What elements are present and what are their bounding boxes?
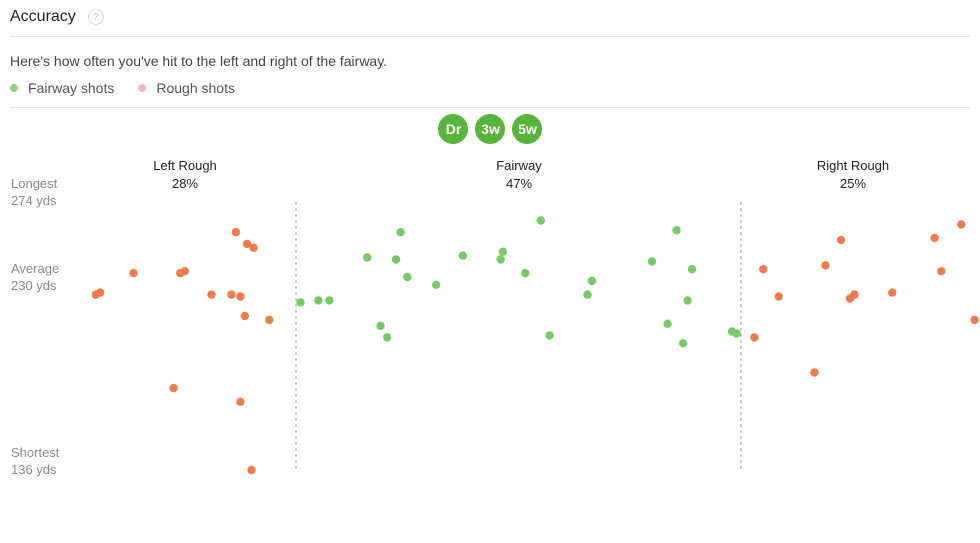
fairway-shot-point (672, 226, 681, 235)
fairway-shot-point (663, 319, 672, 328)
rough-shot-point (750, 333, 759, 342)
club-button-3-wood[interactable]: 3w (475, 114, 505, 144)
fairway-shot-point (521, 268, 530, 278)
zone-percent-right-rough: 25% (840, 176, 866, 191)
y-label-shortest-title: Shortest (11, 445, 60, 460)
rough-shot-point (850, 290, 859, 299)
fairway-shot-point (687, 265, 697, 274)
fairway-shot-point (498, 247, 508, 256)
rough-shot-point (240, 311, 249, 321)
rough-shot-point (236, 292, 245, 301)
club-button-driver[interactable]: Dr (438, 114, 468, 144)
zone-percent-fairway: 47% (506, 176, 532, 191)
legend: Fairway shots Rough shots (10, 80, 235, 96)
y-label-shortest-value: 136 yds (11, 462, 57, 477)
fairway-shot-point (545, 331, 554, 340)
rough-shot-point (247, 465, 256, 475)
legend-dot-fairway (10, 84, 18, 92)
help-icon[interactable]: ? (87, 9, 104, 25)
fairway-shot-point (732, 329, 741, 338)
y-label-longest-title: Longest (11, 176, 58, 191)
rough-shot-point (937, 267, 946, 276)
rough-shot-point (836, 235, 846, 245)
y-label-average-value: 230 yds (11, 278, 57, 293)
legend-item-rough: Rough shots (138, 80, 235, 96)
fairway-shot-point (583, 290, 592, 299)
fairway-shot-point (587, 276, 597, 286)
legend-label-fairway: Fairway shots (28, 80, 115, 96)
rough-shot-point (759, 265, 768, 274)
description: Here's how often you've hit to the left … (10, 53, 388, 69)
fairway-shot-point (376, 321, 385, 330)
page-title: Accuracy (10, 8, 76, 25)
rough-shot-point (265, 315, 274, 325)
legend-dot-rough (138, 84, 147, 92)
y-label-longest-value: 274 yds (11, 193, 57, 208)
fairway-shot-point (458, 251, 468, 260)
rough-shot-point (227, 290, 236, 299)
fairway-shot-point (314, 296, 323, 305)
rough-shot-point (242, 239, 252, 249)
legend-item-fairway: Fairway shots (10, 80, 114, 96)
club-selector: Dr 3w 5w (0, 114, 980, 144)
rough-shot-point (774, 292, 783, 301)
rough-shot-point (810, 368, 819, 377)
fairway-shot-point (678, 339, 688, 348)
zone-label-right-rough: Right Rough (817, 158, 889, 173)
rough-shot-point (930, 233, 939, 243)
zone-label-left-rough: Left Rough (153, 158, 217, 173)
rough-shot-point (96, 288, 105, 297)
rough-shot-point (231, 228, 241, 237)
rough-shot-point (888, 288, 897, 297)
fairway-shot-point (391, 255, 401, 264)
rough-shot-point (180, 267, 189, 276)
fairway-shot-point (683, 296, 692, 305)
fairway-shot-point (363, 253, 372, 262)
rough-shot-point (236, 397, 245, 406)
section-header: Accuracy ? (10, 6, 104, 28)
legend-label-rough: Rough shots (156, 80, 235, 96)
legend-divider (10, 107, 970, 108)
rough-shot-point (970, 315, 979, 325)
club-button-5-wood[interactable]: 5w (512, 114, 542, 144)
fairway-shot-point (396, 228, 405, 237)
zone-percent-left-rough: 28% (172, 176, 198, 191)
rough-shot-point (169, 383, 178, 393)
y-label-average-title: Average (11, 261, 59, 276)
zone-label-fairway: Fairway (496, 158, 542, 173)
rough-shot-point (821, 261, 830, 270)
fairway-shot-point (296, 298, 305, 307)
fairway-shot-point (536, 216, 545, 225)
fairway-shot-point (325, 296, 334, 305)
fairway-shot-point (647, 257, 657, 266)
rough-shot-point (207, 290, 216, 299)
fairway-shot-point (383, 333, 392, 342)
fairway-shot-point (496, 255, 505, 264)
rough-shot-point (249, 243, 258, 252)
rough-shot-point (129, 268, 138, 278)
fairway-shot-point (432, 280, 441, 289)
header-divider (10, 36, 970, 37)
fairway-shot-point (403, 272, 412, 282)
rough-shot-point (957, 220, 966, 229)
